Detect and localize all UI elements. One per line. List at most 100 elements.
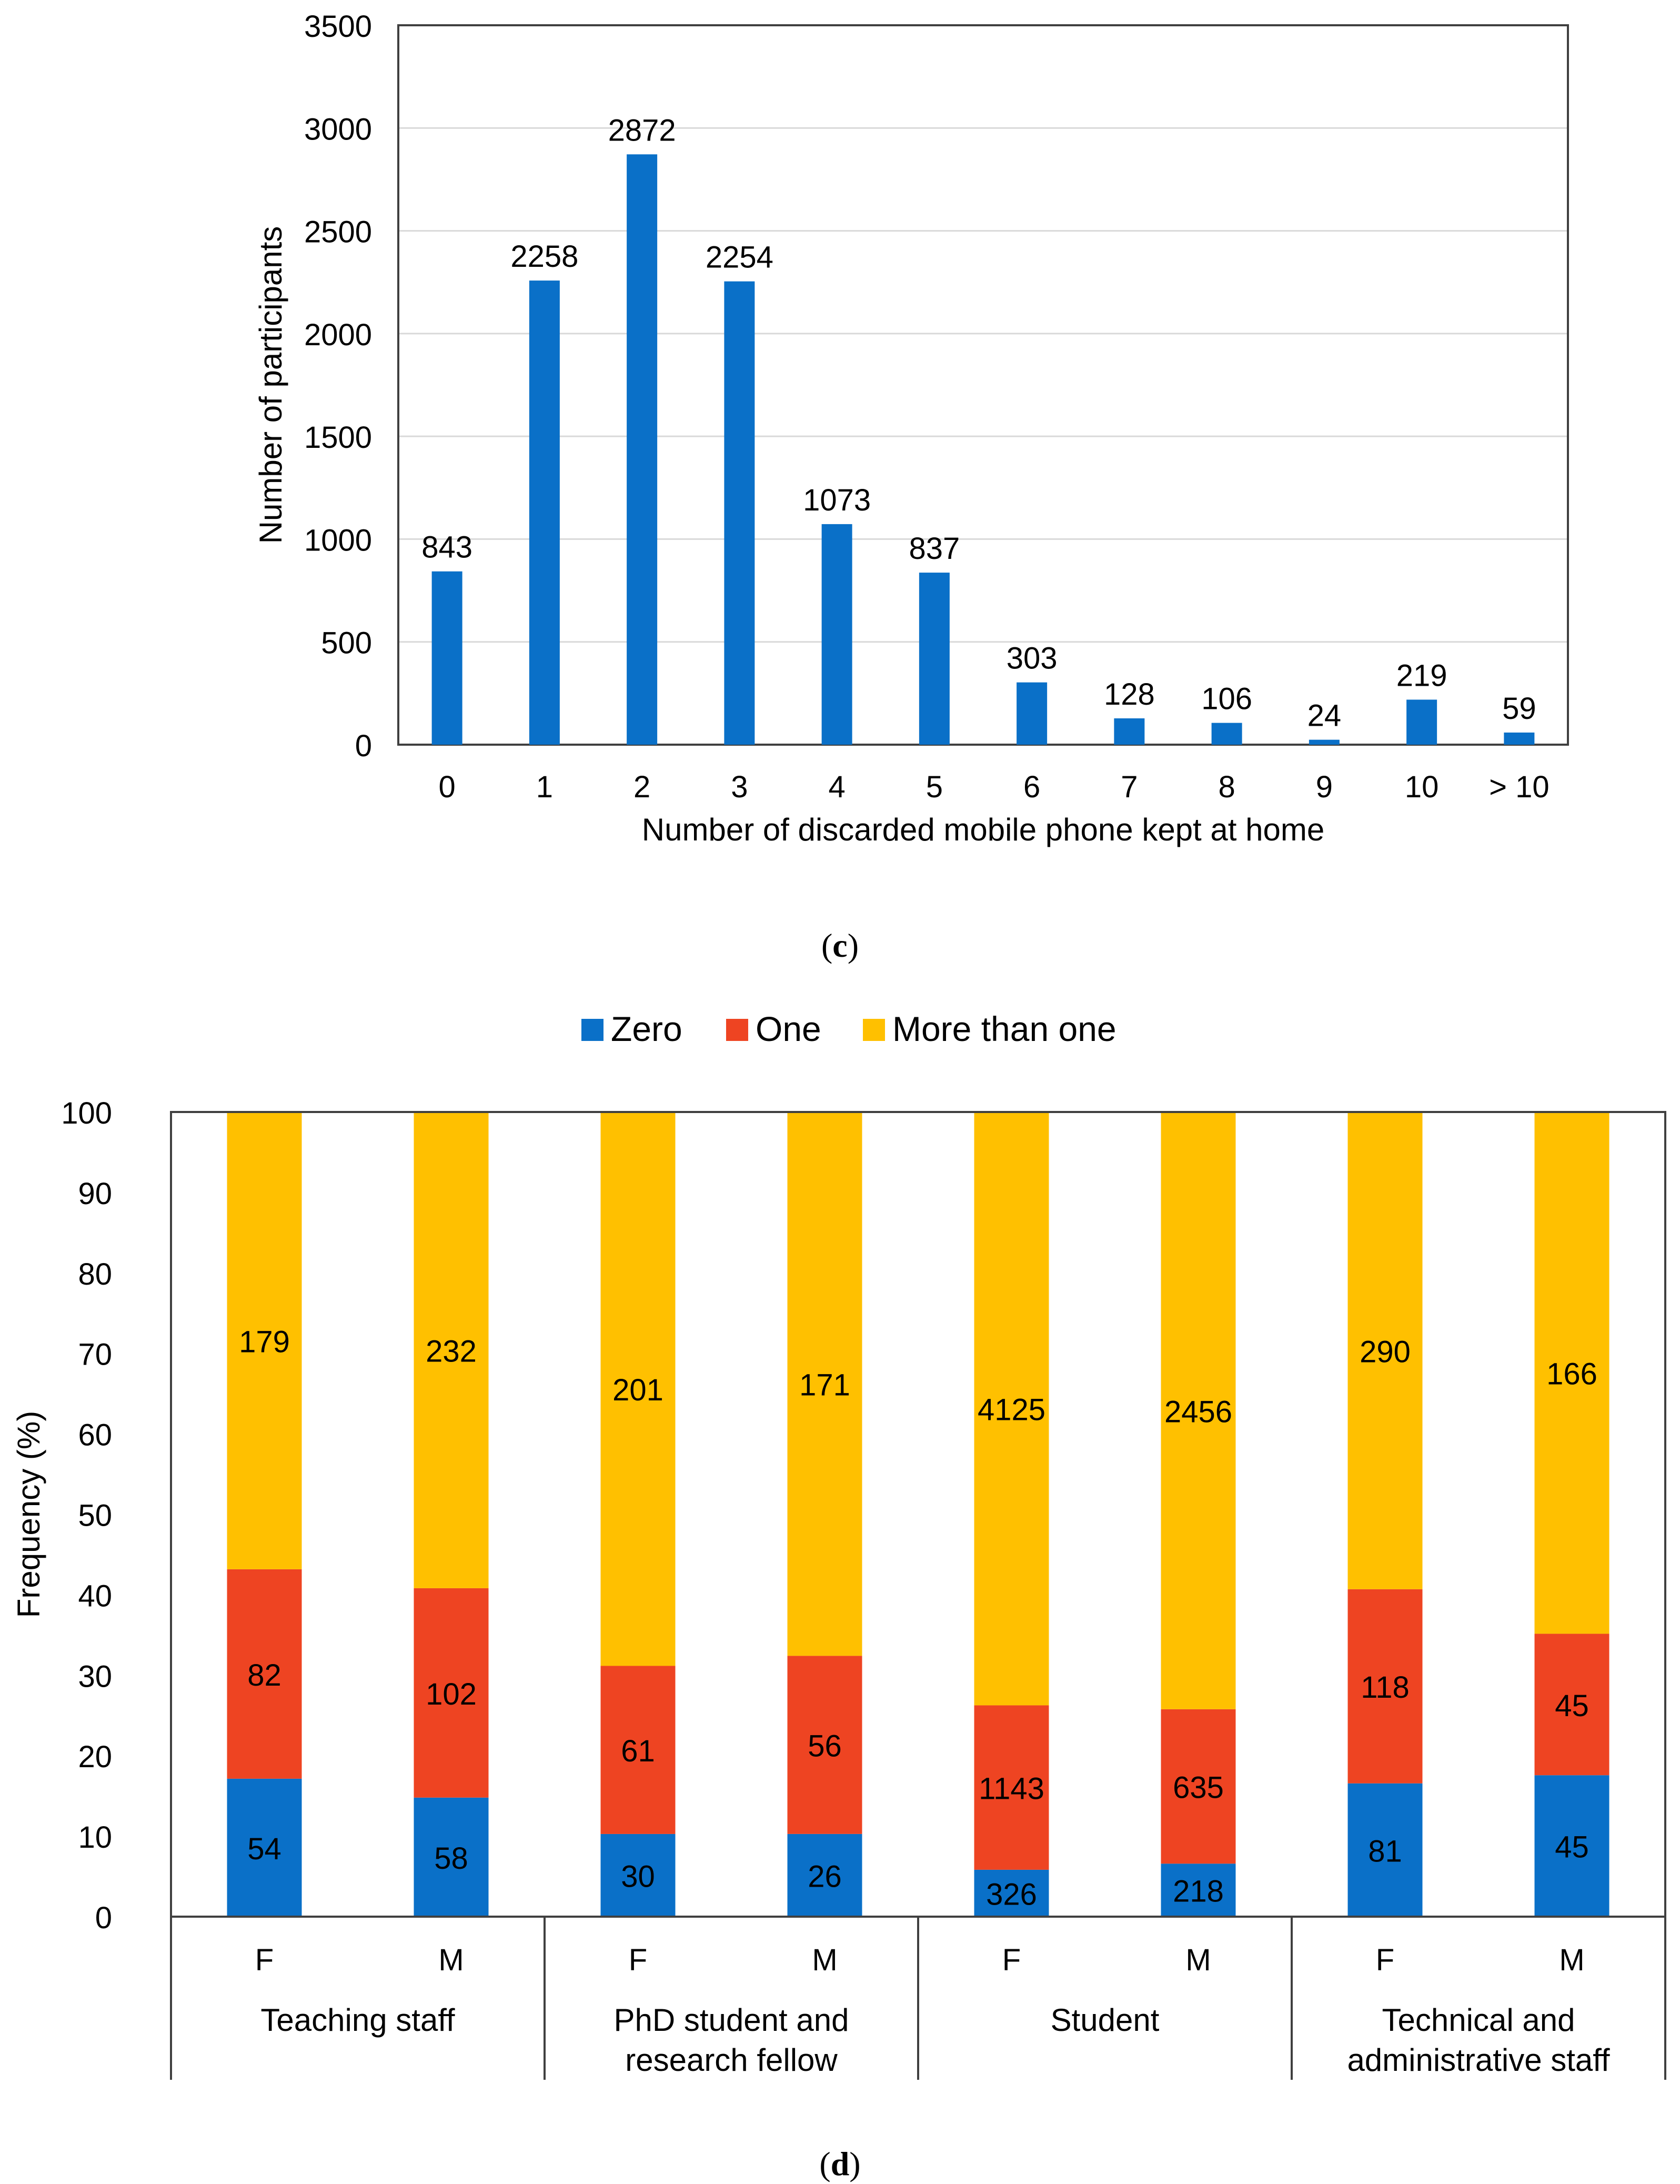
plot-frame [397,24,1569,746]
y-tick-label: 3500 [304,9,372,44]
group-label: administrative staff [1347,2042,1609,2078]
plot-frame [170,1111,1666,1918]
y-tick-label: 40 [78,1579,112,1613]
data-label: 56 [808,1729,842,1764]
data-label: 2254 [706,241,773,275]
data-label: 59 [1502,692,1536,726]
x-tick-label: 3 [731,770,748,804]
bar-segment [1161,1112,1236,1709]
x-tick-label: 5 [926,770,943,804]
x-tick-label: 1 [536,770,553,804]
y-tick-label: 60 [78,1418,112,1452]
bar-segment [1161,1709,1236,1864]
data-label: 166 [1546,1357,1597,1391]
bar [919,573,950,745]
bar-segment [1534,1112,1609,1634]
x-tick-label: 9 [1316,770,1333,804]
data-label: 30 [621,1859,655,1894]
data-label: 82 [247,1658,281,1692]
x-tick-label: F [1002,1943,1021,1977]
legend-label: More than one [892,1009,1116,1048]
data-label: 106 [1201,682,1252,716]
x-tick-label: M [1185,1943,1211,1977]
data-label: 2258 [510,239,578,274]
data-label: 128 [1104,677,1155,712]
y-tick-label: 2500 [304,215,372,249]
data-label: 61 [621,1734,655,1768]
bar-segment [227,1112,302,1569]
bar [1406,699,1437,745]
x-tick-label: F [1376,1943,1394,1977]
bar-segment [787,1112,862,1656]
group-label: PhD student and [614,2002,849,2038]
bar-segment [414,1797,489,1917]
bar-segment [1534,1775,1609,1917]
bar-segment [1347,1783,1423,1917]
y-tick-label: 0 [95,1901,112,1935]
x-tick-label: M [1559,1943,1584,1977]
x-tick-label: 4 [828,770,845,804]
y-tick-label: 0 [355,729,372,763]
x-tick-label: M [812,1943,837,1977]
group-label: research fellow [625,2042,838,2078]
data-label: 201 [612,1373,663,1407]
x-tick-label: F [629,1943,647,1977]
y-tick-label: 1500 [304,420,372,455]
bar-segment [1534,1634,1609,1776]
bar-segment [227,1569,302,1779]
legend-swatch [581,1019,603,1041]
data-label: 2872 [608,113,676,147]
legend-label: Zero [611,1009,682,1048]
data-label: 4125 [978,1393,1045,1427]
panel-label-c: (c) [821,927,859,964]
stacked-bar-chart-d: Zero One More than one 0 10 20 30 40 50 60 70 80 90 1… [11,1009,1666,2080]
bar [821,524,852,745]
data-label: 303 [1007,642,1058,676]
bar [1211,723,1242,745]
x-axis-title: Number of discarded mobile phone kept at… [642,812,1324,847]
y-tick-label: 10 [78,1820,112,1855]
bar-segment [974,1869,1049,1917]
data-label: 45 [1555,1689,1589,1723]
x-tick-label: 2 [633,770,650,804]
x-tick-label: > 10 [1489,770,1550,804]
y-tick-label: 20 [78,1740,112,1774]
bar [724,281,755,745]
data-label: 1143 [979,1772,1044,1806]
bar-segment [600,1666,676,1834]
data-label: 218 [1173,1875,1224,1909]
y-tick-label: 500 [321,626,372,660]
y-tick-label: 70 [78,1338,112,1372]
legend-label: One [756,1009,821,1048]
bar [1114,718,1145,745]
bar [1017,682,1048,745]
y-tick-label: 30 [78,1659,112,1694]
data-label: 58 [434,1841,468,1876]
y-axis-title: Number of participants [253,226,288,544]
bar-segment [1161,1864,1236,1917]
group-label: Student [1051,2002,1160,2038]
bar-segment [227,1778,302,1917]
y-tick-label: 3000 [304,112,372,146]
y-tick-label: 50 [78,1499,112,1533]
bar [431,571,462,745]
y-tick-label: 80 [78,1257,112,1291]
data-label: 232 [426,1334,477,1368]
data-label: 179 [239,1325,290,1359]
bar-segment [974,1112,1049,1706]
group-label: Teaching staff [260,2002,455,2038]
y-tick-label: 1000 [304,523,372,557]
group-label: Technical and [1382,2002,1575,2038]
data-label: 81 [1368,1834,1402,1868]
data-label: 326 [986,1877,1037,1911]
data-label: 290 [1360,1335,1411,1369]
y-axis-title: Frequency (%) [11,1411,46,1618]
bar-segment [414,1112,489,1588]
data-label: 54 [247,1832,281,1866]
bar [627,154,658,745]
y-tick-label: 90 [78,1177,112,1211]
x-tick-label: M [438,1943,464,1977]
bar [1504,732,1535,745]
data-label: 171 [799,1368,850,1402]
bar [1309,739,1340,745]
